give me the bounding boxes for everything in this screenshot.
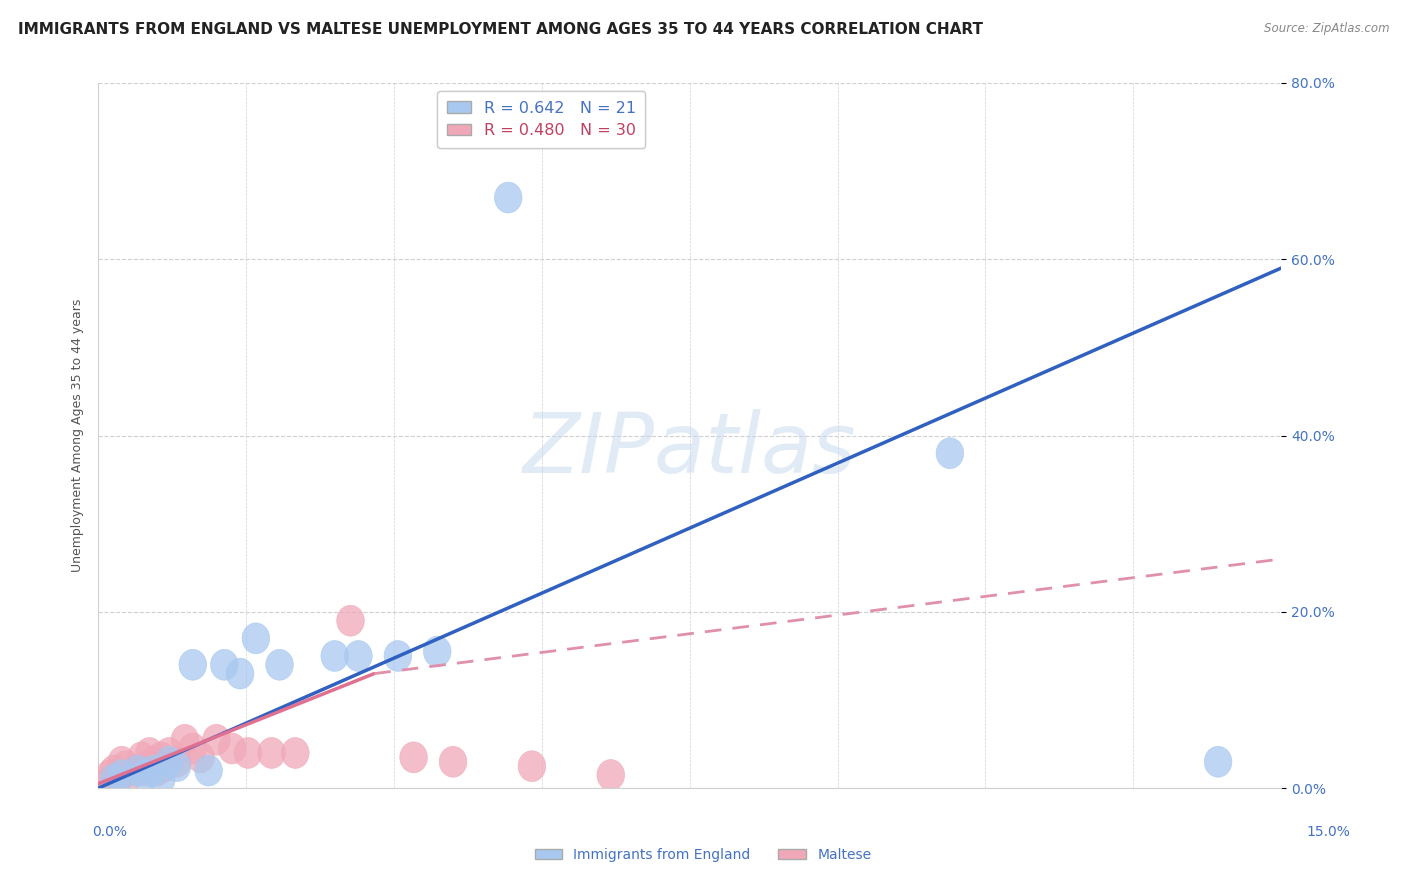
Ellipse shape (399, 742, 427, 772)
Ellipse shape (439, 747, 467, 777)
Ellipse shape (384, 640, 412, 672)
Ellipse shape (115, 760, 143, 790)
Ellipse shape (598, 760, 624, 790)
Ellipse shape (163, 747, 191, 777)
Ellipse shape (128, 742, 155, 772)
Ellipse shape (321, 640, 349, 672)
Ellipse shape (124, 756, 152, 786)
Ellipse shape (96, 760, 124, 790)
Text: IMMIGRANTS FROM ENGLAND VS MALTESE UNEMPLOYMENT AMONG AGES 35 TO 44 YEARS CORREL: IMMIGRANTS FROM ENGLAND VS MALTESE UNEMP… (18, 22, 983, 37)
Ellipse shape (100, 756, 128, 786)
Text: Source: ZipAtlas.com: Source: ZipAtlas.com (1264, 22, 1389, 36)
Ellipse shape (108, 760, 135, 790)
Ellipse shape (266, 649, 294, 681)
Ellipse shape (108, 747, 135, 777)
Ellipse shape (148, 764, 174, 795)
Ellipse shape (936, 438, 963, 468)
Ellipse shape (218, 733, 246, 764)
Ellipse shape (1205, 747, 1232, 777)
Ellipse shape (336, 606, 364, 636)
Ellipse shape (257, 738, 285, 768)
Ellipse shape (93, 768, 120, 799)
Ellipse shape (202, 724, 231, 756)
Ellipse shape (100, 764, 128, 795)
Ellipse shape (423, 636, 451, 667)
Ellipse shape (281, 738, 309, 768)
Ellipse shape (195, 756, 222, 786)
Ellipse shape (104, 764, 132, 795)
Ellipse shape (226, 658, 254, 689)
Ellipse shape (132, 756, 159, 786)
Ellipse shape (135, 738, 163, 768)
Ellipse shape (132, 760, 159, 790)
Ellipse shape (495, 182, 522, 213)
Legend: Immigrants from England, Maltese: Immigrants from England, Maltese (529, 842, 877, 867)
Ellipse shape (163, 751, 191, 781)
Ellipse shape (242, 623, 270, 654)
Ellipse shape (143, 756, 172, 786)
Ellipse shape (139, 747, 167, 777)
Ellipse shape (155, 747, 183, 777)
Ellipse shape (139, 756, 167, 786)
Ellipse shape (344, 640, 373, 672)
Ellipse shape (517, 751, 546, 781)
Text: ZIPatlas: ZIPatlas (523, 409, 856, 491)
Ellipse shape (155, 738, 183, 768)
Text: 15.0%: 15.0% (1306, 825, 1351, 839)
Ellipse shape (148, 742, 174, 772)
Ellipse shape (187, 742, 215, 772)
Ellipse shape (211, 649, 238, 681)
Text: 0.0%: 0.0% (93, 825, 127, 839)
Ellipse shape (152, 751, 179, 781)
Y-axis label: Unemployment Among Ages 35 to 44 years: Unemployment Among Ages 35 to 44 years (72, 299, 84, 573)
Ellipse shape (112, 751, 139, 781)
Ellipse shape (179, 733, 207, 764)
Ellipse shape (124, 756, 152, 786)
Ellipse shape (172, 724, 198, 756)
Legend: R = 0.642   N = 21, R = 0.480   N = 30: R = 0.642 N = 21, R = 0.480 N = 30 (437, 91, 645, 148)
Ellipse shape (179, 649, 207, 681)
Ellipse shape (235, 738, 262, 768)
